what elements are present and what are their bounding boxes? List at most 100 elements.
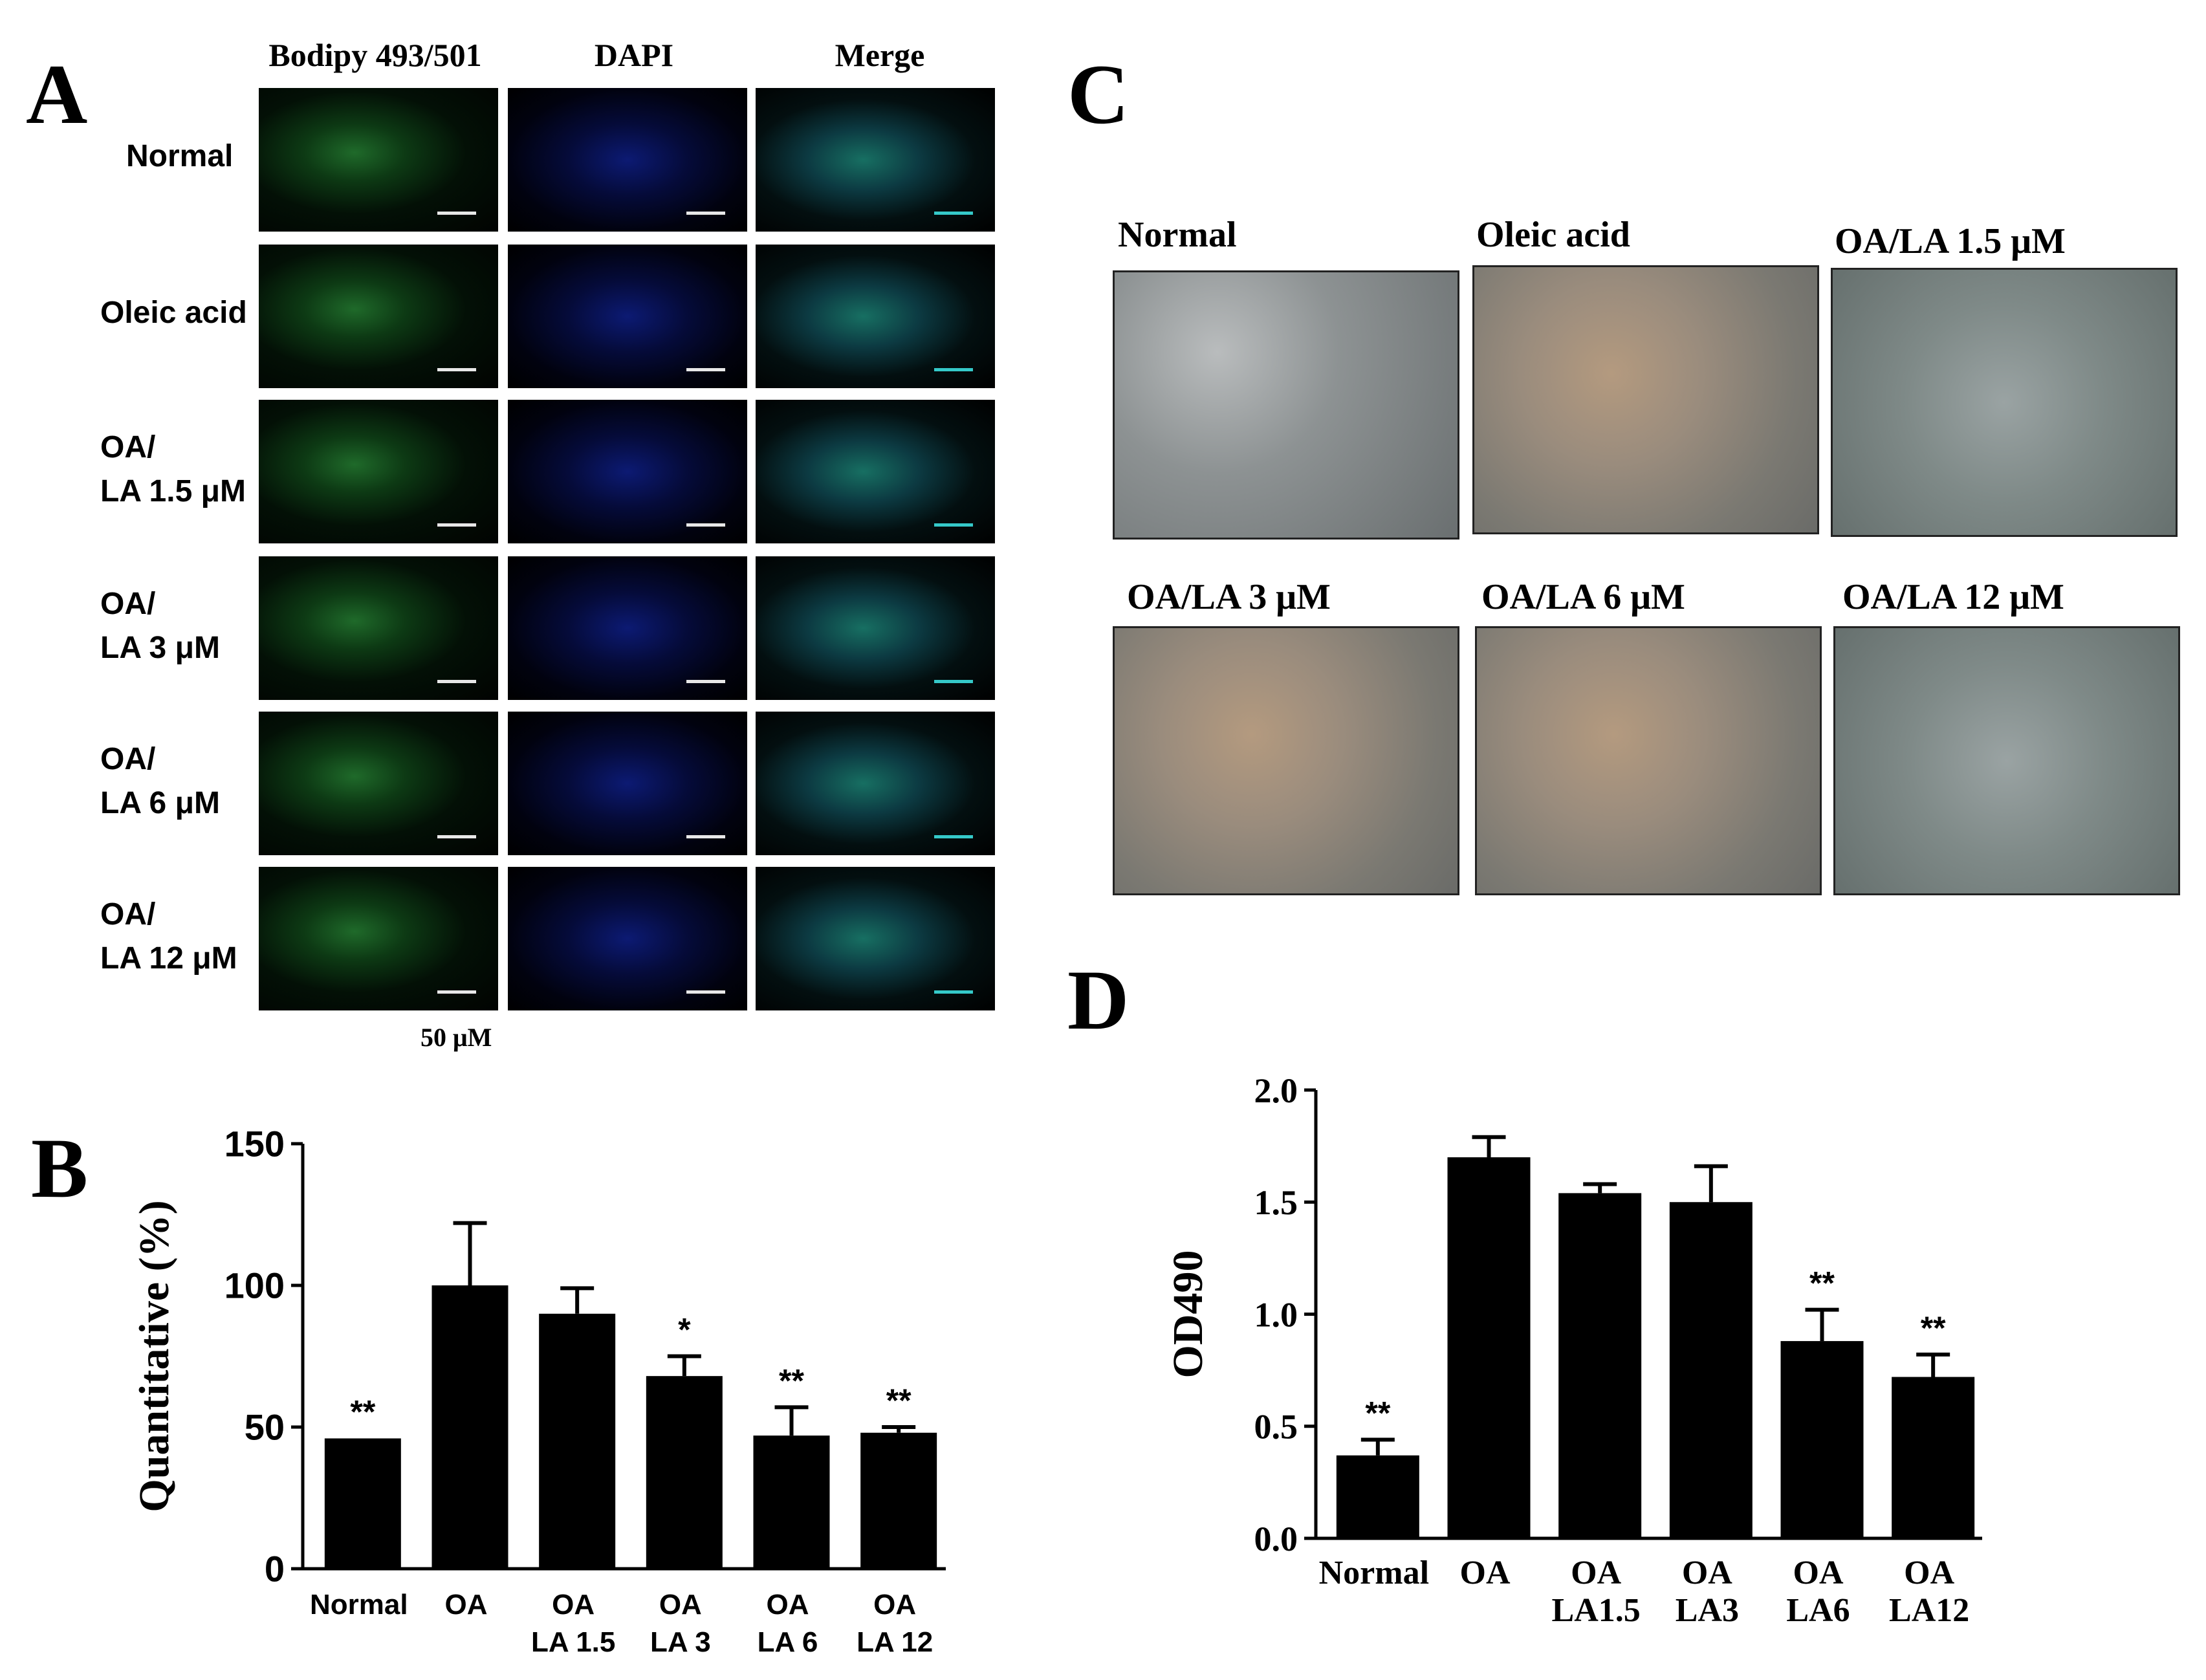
- scale-bar: [934, 835, 973, 838]
- scale-bar: [686, 680, 725, 683]
- chart-b-bar: [753, 1435, 830, 1569]
- chart-b-significance: **: [779, 1362, 804, 1399]
- row-label-line2: LA 1.5 μM: [100, 474, 246, 508]
- scale-bar: [686, 835, 725, 838]
- chart-d-y-tick-label: 2.0: [1254, 1071, 1298, 1110]
- chart-d-bar: [1892, 1377, 1975, 1538]
- chart-d-category-label: OA: [1682, 1555, 1732, 1591]
- chart-b-y-label: Quantitative (%): [131, 1200, 178, 1512]
- chart-b-bar: [539, 1313, 616, 1569]
- chart-d-y-tick-label: 0.5: [1254, 1408, 1298, 1446]
- brightfield-label-1: Oleic acid: [1476, 215, 1630, 255]
- chart-b-bar: [324, 1438, 401, 1569]
- chart-d-category-label: LA3: [1676, 1592, 1739, 1629]
- col-head-dapi: DAPI: [594, 37, 674, 73]
- chart-d-significance: **: [1921, 1310, 1946, 1346]
- chart-d-category-label: LA1.5: [1552, 1592, 1641, 1629]
- micrograph-merge-1: [756, 245, 995, 388]
- micrograph-merge-2: [756, 400, 995, 543]
- micrograph-dapi-5: [508, 867, 747, 1010]
- micrograph-bodipy-1: [259, 245, 498, 388]
- chart-b-bar: [431, 1285, 508, 1569]
- chart-b-category-label: OA: [767, 1589, 809, 1620]
- chart-b-y-tick-label: 0: [265, 1549, 285, 1589]
- micrograph-bodipy-3: [259, 556, 498, 700]
- micrograph-dapi-3: [508, 556, 747, 700]
- chart-b-y-tick-label: 100: [224, 1265, 285, 1306]
- row-label-line1: OA/: [100, 742, 156, 776]
- brightfield-label-3: OA/LA 3 μM: [1127, 577, 1331, 617]
- brightfield-label-4: OA/LA 6 μM: [1481, 577, 1685, 617]
- micrograph-merge-4: [756, 712, 995, 855]
- micrograph-dapi-1: [508, 245, 747, 388]
- micrograph-bodipy-4: [259, 712, 498, 855]
- row-label-line1: Normal: [126, 139, 234, 173]
- chart-d-bar: [1669, 1202, 1753, 1538]
- scale-bar: [437, 523, 476, 527]
- row-label-3: OA/LA 3 μM: [100, 582, 220, 670]
- row-label-0: Normal: [126, 135, 233, 179]
- chart-d-category-label: OA: [1571, 1555, 1621, 1591]
- chart-d-bar: [1558, 1193, 1642, 1538]
- col-head-merge: Merge: [835, 37, 925, 73]
- scale-bar: [934, 523, 973, 527]
- micrograph-merge-0: [756, 88, 995, 232]
- chart-d-category-label: Normal: [1319, 1555, 1429, 1591]
- scale-bar: [686, 368, 725, 371]
- scale-bar: [934, 368, 973, 371]
- brightfield-image-2: [1831, 268, 2178, 537]
- micrograph-bodipy-5: [259, 867, 498, 1010]
- row-label-1: Oleic acid: [100, 291, 247, 335]
- scale-bar: [934, 680, 973, 683]
- row-label-line2: LA 12 μM: [100, 941, 237, 976]
- panel-a-letter: A: [26, 47, 88, 142]
- panel-c-letter: C: [1067, 47, 1130, 142]
- brightfield-label-5: OA/LA 12 μM: [1842, 577, 2064, 617]
- col-head-bodipy: Bodipy 493/501: [268, 37, 482, 73]
- chart-b-bar: [860, 1432, 937, 1569]
- row-label-line1: OA/: [100, 587, 156, 621]
- scale-bar: [686, 212, 725, 215]
- chart-d-bar: [1336, 1455, 1419, 1538]
- chart-b-category-label: OA: [552, 1589, 595, 1620]
- scale-bar: [437, 680, 476, 683]
- scale-note: 50 μM: [420, 1023, 492, 1052]
- micrograph-bodipy-2: [259, 400, 498, 543]
- scale-bar: [437, 212, 476, 215]
- chart-d-category-label: OA: [1460, 1555, 1511, 1591]
- chart-b-category-label: OA: [873, 1589, 916, 1620]
- chart-b-y-tick-label: 50: [245, 1407, 285, 1448]
- brightfield-label-2: OA/LA 1.5 μM: [1835, 221, 2066, 261]
- scale-bar: [934, 212, 973, 215]
- row-label-line2: LA 6 μM: [100, 786, 220, 820]
- row-label-line1: Oleic acid: [100, 296, 247, 330]
- chart-d-bar: [1780, 1341, 1864, 1538]
- brightfield-image-5: [1833, 626, 2180, 895]
- chart-d-bar: [1447, 1157, 1531, 1538]
- scale-bar: [437, 368, 476, 371]
- micrograph-bodipy-0: [259, 88, 498, 232]
- chart-b-category-label: Normal: [310, 1589, 408, 1620]
- chart-d-y-tick-label: 0.0: [1254, 1520, 1298, 1558]
- scale-bar: [437, 835, 476, 838]
- row-label-2: OA/LA 1.5 μM: [100, 426, 246, 514]
- chart-d-y-tick-label: 1.0: [1254, 1295, 1298, 1334]
- row-label-line1: OA/: [100, 897, 156, 932]
- chart-b-bar: [646, 1376, 723, 1569]
- panel-d-letter: D: [1067, 952, 1130, 1047]
- chart-b-significance: *: [678, 1312, 691, 1348]
- chart-b-significance: **: [350, 1394, 375, 1430]
- micrograph-dapi-4: [508, 712, 747, 855]
- chart-b-category-label: LA 3: [650, 1626, 711, 1658]
- chart-b-category-label: LA 6: [758, 1626, 818, 1658]
- micrograph-merge-5: [756, 867, 995, 1010]
- micrograph-merge-3: [756, 556, 995, 700]
- chart-b-significance: **: [886, 1382, 912, 1419]
- row-label-line2: LA 3 μM: [100, 631, 220, 665]
- row-label-line1: OA/: [100, 430, 156, 464]
- chart-d-category-label: LA6: [1786, 1592, 1850, 1629]
- chart-d-significance: **: [1365, 1395, 1390, 1432]
- scale-bar: [686, 523, 725, 527]
- scale-bar: [686, 990, 725, 994]
- brightfield-image-0: [1113, 270, 1459, 540]
